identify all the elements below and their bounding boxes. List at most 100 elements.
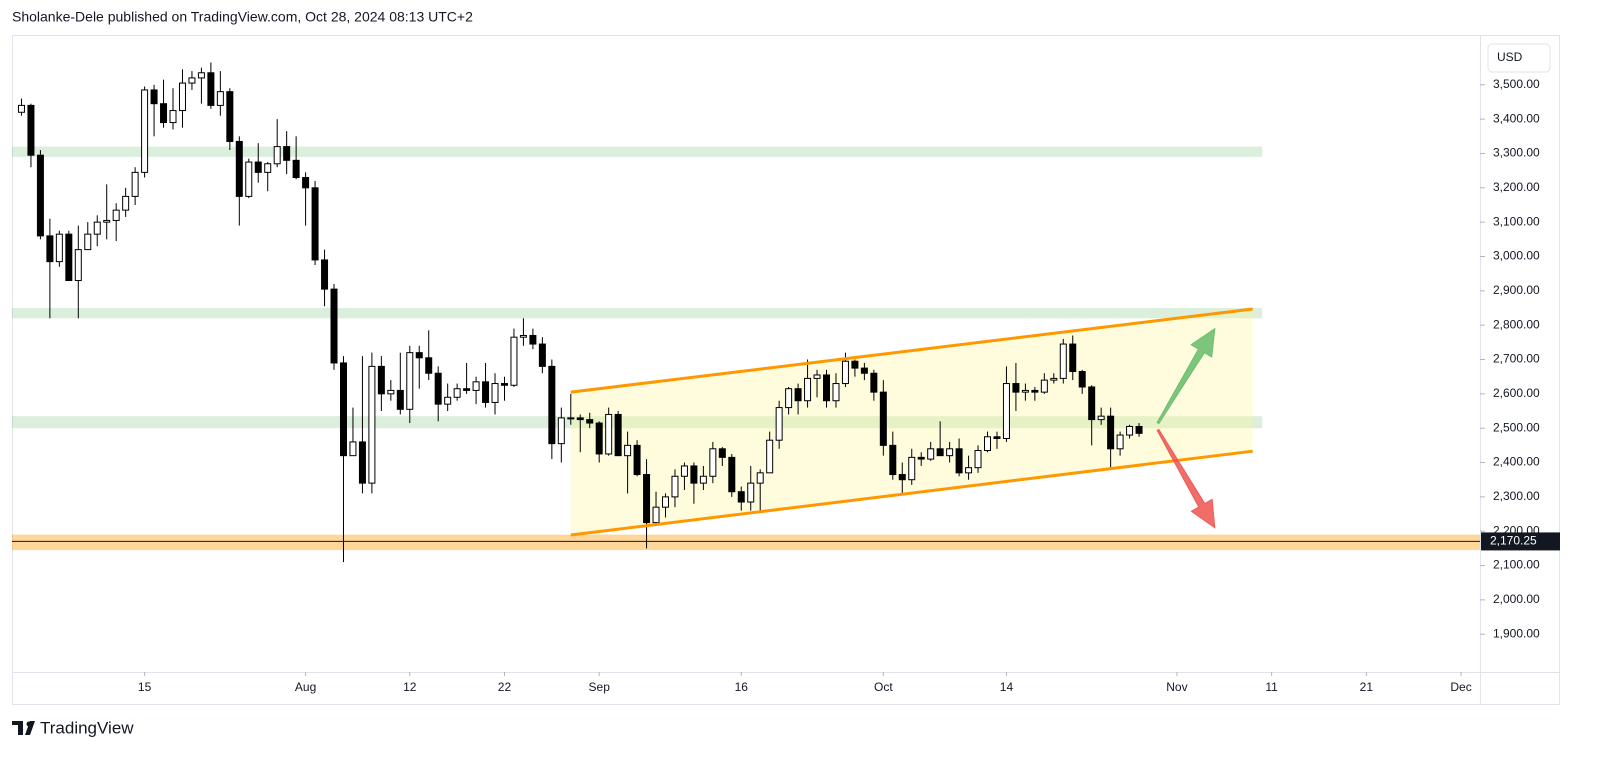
zone xyxy=(12,416,1263,429)
candle-body xyxy=(652,506,660,524)
candle-body xyxy=(510,336,518,386)
candle-body xyxy=(292,159,300,179)
candle-body xyxy=(434,372,442,405)
candle-body xyxy=(349,441,357,457)
candle-body xyxy=(122,195,130,211)
candle-body xyxy=(453,388,461,398)
x-tick-label: 14 xyxy=(1000,680,1014,694)
candle-body xyxy=(472,381,480,391)
y-tick-label: 2,300.00 xyxy=(1493,489,1540,503)
candle-body xyxy=(1031,389,1039,393)
candle-body xyxy=(226,91,234,142)
candle-body xyxy=(207,72,215,106)
candle-body xyxy=(482,381,490,403)
candle-body xyxy=(302,177,310,189)
candle-body xyxy=(55,233,63,263)
candle-body xyxy=(65,233,73,282)
candle-body xyxy=(927,448,935,460)
y-tick-label: 3,000.00 xyxy=(1493,249,1540,263)
zone xyxy=(12,146,1263,157)
x-tick-label: Oct xyxy=(874,680,893,694)
candle-body xyxy=(141,89,149,173)
y-tick-label: 3,200.00 xyxy=(1493,180,1540,194)
candle-body xyxy=(671,475,679,498)
candle-body xyxy=(709,448,717,477)
candle-body xyxy=(387,389,395,395)
candle-body xyxy=(406,352,414,410)
candle-body xyxy=(264,163,272,173)
candle-body xyxy=(339,362,347,457)
candle-body xyxy=(1050,377,1058,381)
candle-body xyxy=(169,110,177,124)
y-tick-label: 2,400.00 xyxy=(1493,455,1540,469)
candle-body xyxy=(1002,383,1010,439)
candle-body xyxy=(93,221,101,235)
candle-body xyxy=(823,374,831,402)
currency-box xyxy=(1487,43,1551,73)
candle-body xyxy=(984,436,992,452)
candle-body xyxy=(557,417,565,445)
x-tick-label: Sep xyxy=(589,680,611,694)
y-tick-label: 2,900.00 xyxy=(1493,283,1540,297)
candle-body xyxy=(680,465,688,477)
candle-body xyxy=(235,140,243,197)
candle-body xyxy=(1116,434,1124,450)
candle-body xyxy=(832,383,840,402)
header: Sholanke-Dele published on TradingView.c… xyxy=(12,9,473,25)
y-tick-label: 3,100.00 xyxy=(1493,214,1540,228)
plot-area xyxy=(12,62,1480,563)
candle-body xyxy=(377,365,385,395)
candle-body xyxy=(699,475,707,484)
candle-body xyxy=(1097,415,1105,421)
y-tick-label: 2,800.00 xyxy=(1493,317,1540,331)
candle-body xyxy=(605,413,613,455)
candle-body xyxy=(112,209,120,221)
frame xyxy=(12,35,1560,705)
candle-body xyxy=(643,474,651,524)
candle-body xyxy=(898,474,906,481)
footer-brand: TradingView xyxy=(40,718,134,737)
candle-body xyxy=(917,456,925,460)
candle-body xyxy=(766,439,774,474)
arrow xyxy=(1156,327,1216,425)
candle-body xyxy=(965,467,973,474)
price-label: 2,170.25 xyxy=(1490,534,1537,548)
y-tick-label: 3,400.00 xyxy=(1493,111,1540,125)
candle-body xyxy=(197,72,205,79)
candle-body xyxy=(728,456,736,493)
y-tick-label: 2,100.00 xyxy=(1493,558,1540,572)
y-tick-label: 3,300.00 xyxy=(1493,146,1540,160)
candle-body xyxy=(624,444,632,457)
arrow xyxy=(1156,428,1216,529)
candle-body xyxy=(870,372,878,393)
candle-body xyxy=(1088,386,1096,421)
candle-body xyxy=(491,383,499,403)
x-tick-label: Dec xyxy=(1450,680,1471,694)
x-tick-label: 11 xyxy=(1265,680,1278,694)
candle-body xyxy=(415,352,423,359)
x-tick-label: 21 xyxy=(1360,680,1374,694)
candle-body xyxy=(254,161,262,173)
candle-body xyxy=(1069,343,1077,373)
candle-body xyxy=(879,391,887,446)
candle-body xyxy=(188,77,196,84)
candle-body xyxy=(283,146,291,161)
x-tick-label: 12 xyxy=(403,680,417,694)
candle-body xyxy=(1040,379,1048,393)
y-tick-label: 2,600.00 xyxy=(1493,386,1540,400)
candle-body xyxy=(595,422,603,455)
candle-body xyxy=(529,334,537,345)
candle-body xyxy=(36,154,44,237)
candle-body xyxy=(178,82,186,112)
candle-body xyxy=(690,465,698,484)
channel-line xyxy=(570,307,1253,394)
candle-body xyxy=(84,233,92,251)
candle-body xyxy=(548,365,556,445)
candle-body xyxy=(150,89,158,105)
candle-body xyxy=(311,187,319,261)
candle-body xyxy=(538,343,546,367)
y-tick-label: 2,000.00 xyxy=(1493,592,1540,606)
y-tick-label: 2,700.00 xyxy=(1493,352,1540,366)
candle-body xyxy=(1059,343,1067,379)
candle-body xyxy=(273,146,281,165)
